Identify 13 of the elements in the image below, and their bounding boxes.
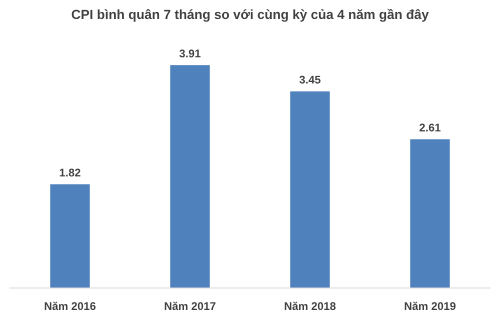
x-tick-label: Năm 2017 [164, 302, 216, 310]
bar [50, 184, 90, 288]
x-tick-label: Năm 2018 [284, 302, 336, 310]
data-label: 3.45 [299, 76, 321, 84]
x-tick-label: Năm 2019 [404, 302, 456, 310]
bar [170, 65, 210, 288]
data-label: 2.61 [420, 124, 441, 132]
data-label: 1.82 [60, 168, 80, 177]
data-label: 3.91 [179, 50, 201, 58]
bar [290, 91, 330, 288]
chart-title: CPI bình quân 7 tháng so với cùng kỳ của 4 năm gần đây [72, 8, 429, 22]
bar [410, 139, 450, 288]
x-tick-label: Năm 2016 [44, 302, 96, 310]
